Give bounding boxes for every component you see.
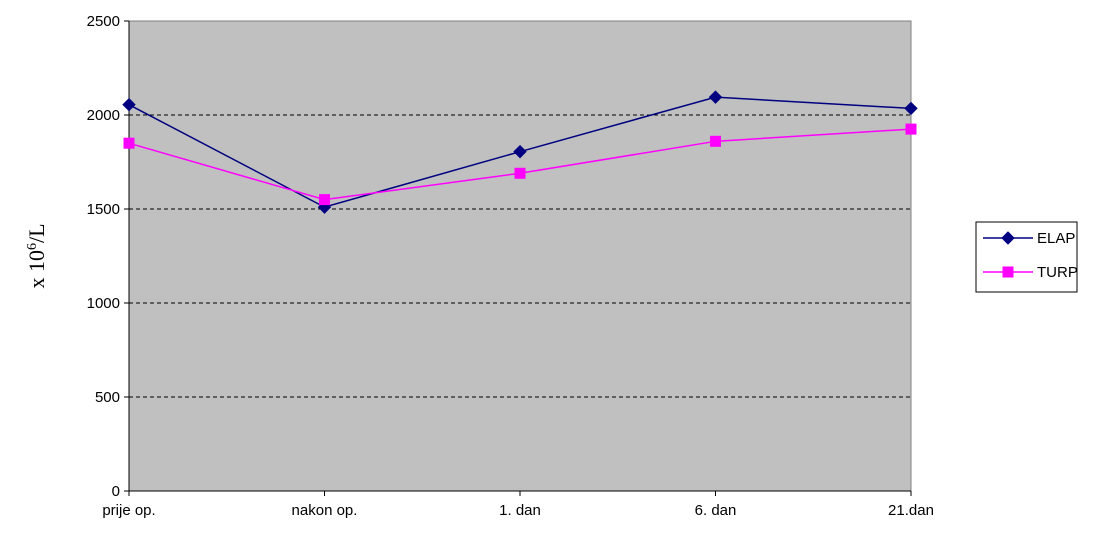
data-point-turp [319, 194, 330, 206]
y-tick-label: 0 [112, 483, 120, 500]
legend-label-elap: ELAP [1037, 230, 1075, 247]
legend: ELAP TURP [975, 221, 1078, 293]
legend-box [975, 221, 1078, 293]
y-axis-label-prefix: x 10 [24, 250, 49, 289]
legend-marker-elap [1001, 231, 1015, 245]
y-ticks: 0 500 1000 1500 2000 2500 [87, 13, 129, 500]
data-point-elap [513, 144, 527, 159]
data-point-turp [123, 137, 135, 149]
y-tick-label: 1000 [87, 295, 120, 312]
y-tick-label: 1500 [87, 201, 120, 218]
data-point-elap [122, 97, 136, 112]
legend-item-turp: TURP [983, 264, 1078, 281]
data-point-elap [904, 101, 918, 116]
y-tick-label: 2500 [87, 13, 120, 30]
data-point-turp [514, 167, 526, 179]
grid-lines [129, 114, 911, 398]
legend-label-turp: TURP [1037, 264, 1078, 281]
y-tick-label: 500 [95, 389, 120, 406]
series [122, 90, 918, 214]
y-tick-label: 2000 [87, 107, 120, 124]
y-axis-label-suffix: /L [24, 223, 49, 243]
series-elap [122, 90, 918, 214]
x-tick-label: nakon op. [292, 502, 358, 519]
data-point-turp [905, 123, 917, 135]
series-turp [123, 123, 917, 206]
data-point-turp [710, 135, 721, 147]
x-tick-label: prije op. [102, 502, 155, 519]
y-axis-label: x 106/L [24, 223, 49, 288]
x-ticks: prije op. nakon op. 1. dan 6. dan 21.dan [102, 491, 934, 519]
x-tick-label: 6. dan [695, 502, 737, 519]
data-point-elap [708, 90, 723, 104]
legend-item-elap: ELAP [983, 230, 1075, 247]
plot-area [128, 20, 912, 492]
x-tick-label: 21.dan [888, 502, 934, 519]
x-tick-label: 1. dan [499, 502, 541, 519]
legend-marker-turp [1002, 266, 1014, 278]
y-axis-label-superscript: 6 [25, 243, 40, 250]
